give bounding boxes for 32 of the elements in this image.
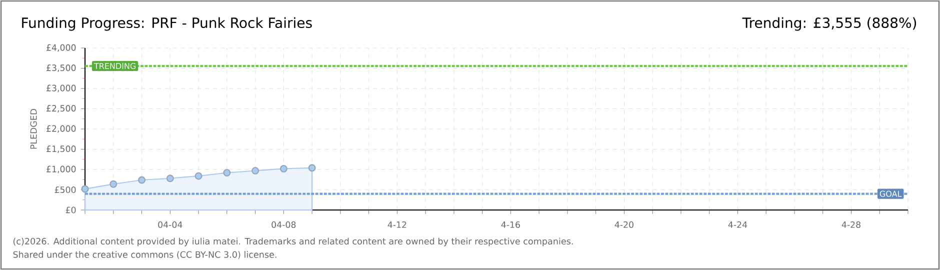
point xyxy=(110,180,118,188)
y-tick-label: £2,000 xyxy=(46,125,76,133)
y-tick-label: £4,000 xyxy=(46,44,76,52)
x-tick-label: 4-28 xyxy=(842,221,860,228)
point xyxy=(138,176,146,184)
x-tick-label: 4-24 xyxy=(728,221,748,228)
y-tick-label: £3,000 xyxy=(46,84,76,92)
chart-subtitle: Trending: £3,555 (888%) xyxy=(742,17,916,31)
point xyxy=(81,185,89,193)
text: (c)2026. Additional content provided by iulia matei. Trademarks and related content are owned by their respective companies. xyxy=(13,238,573,246)
x-tick-label: 04-08 xyxy=(272,221,296,228)
point xyxy=(194,172,202,180)
y-tick-label: £1,000 xyxy=(46,166,76,174)
y-tick-label: £1,500 xyxy=(46,146,76,153)
y-tick-label: £0 xyxy=(66,206,76,214)
point xyxy=(223,168,231,176)
ref-line-label: TRENDING xyxy=(94,62,136,70)
text: Shared under the creative commons (CC BY-NC 3.0) license. xyxy=(13,251,276,259)
y-tick-label: £3,500 xyxy=(46,64,76,72)
x-tick-label: 04-04 xyxy=(158,221,182,228)
point xyxy=(252,166,260,174)
y-axis-title: PLEDGED xyxy=(30,108,37,149)
chart-title: Funding Progress: PRF - Punk Rock Fairies xyxy=(22,17,312,31)
y-tick-label: £2,500 xyxy=(46,105,76,112)
x-tick-label: 4-16 xyxy=(501,221,520,228)
point xyxy=(280,164,288,172)
x-tick-label: 4-20 xyxy=(614,221,634,228)
ref-line-label: GOAL xyxy=(880,190,902,197)
point xyxy=(166,174,174,182)
x-tick-label: 4-12 xyxy=(388,221,406,228)
point xyxy=(308,164,316,172)
y-tick-label: £500 xyxy=(54,186,76,194)
